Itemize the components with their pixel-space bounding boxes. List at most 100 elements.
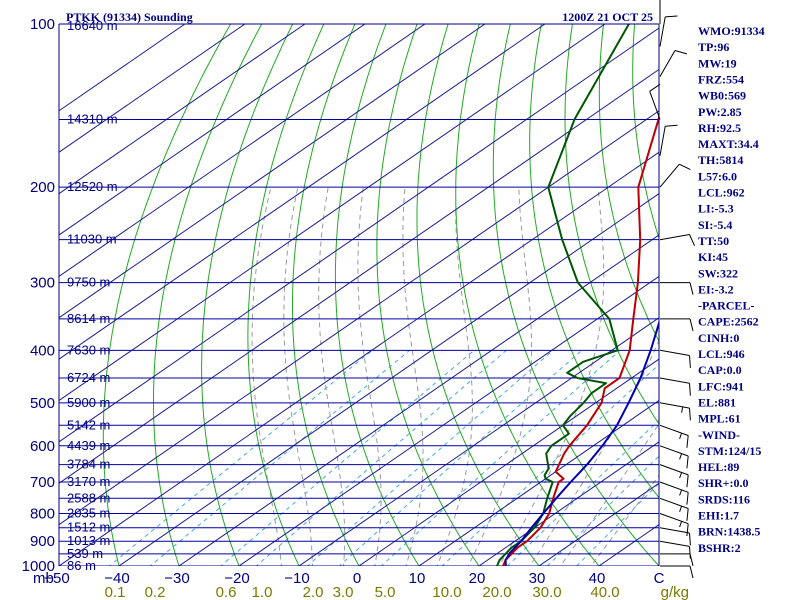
- height-label: 9750 m: [67, 275, 110, 290]
- height-label: 539 m: [67, 546, 103, 561]
- wind-barb: [660, 282, 694, 295]
- wind-barb: [659, 540, 691, 559]
- index-item: SHR+:0.0: [698, 476, 749, 490]
- index-item: CINH:0: [698, 331, 739, 345]
- temperature-tick-label: 10: [409, 570, 426, 587]
- isotherm-line: [59, 24, 306, 195]
- mixing-ratio-label: 0.1: [105, 584, 126, 600]
- index-item: MPL:61: [698, 412, 741, 426]
- isotherm-line: [59, 24, 426, 277]
- wind-barb: [659, 527, 691, 546]
- height-label: 16640 m: [67, 18, 118, 33]
- index-item: EHI:1.7: [698, 509, 739, 523]
- wind-barb: [659, 234, 696, 247]
- mixing-ratio-line: [546, 455, 659, 566]
- index-item: TH:5814: [698, 153, 743, 167]
- dry-adiabat-line: [598, 24, 659, 343]
- index-item: LFC:941: [698, 379, 744, 393]
- index-item: WMO:91334: [698, 24, 765, 38]
- pressure-tick-label: 400: [30, 342, 55, 359]
- index-item: STM:124/15: [698, 444, 761, 458]
- mixing-ratio-line: [306, 349, 554, 566]
- index-item: TT:50: [698, 234, 729, 248]
- mixing-ratio-line: [149, 349, 411, 566]
- isotherm-line: [358, 358, 659, 566]
- isotherm-line: [478, 441, 659, 566]
- isotherm-line: [59, 24, 486, 319]
- height-label: 5142 m: [67, 417, 110, 432]
- indices-panel: WMO:91334 TP:96 MW:19 FRZ:554 WB0:569 PW:2.85…: [698, 24, 765, 555]
- mixing-ratio-label: 5.0: [375, 584, 396, 600]
- temperature-tick-label: −50: [44, 570, 69, 587]
- isotherm-line: [538, 482, 659, 566]
- pressure-tick-label: 600: [30, 438, 55, 455]
- index-item: KI:45: [698, 250, 728, 264]
- pressure-tick-label: 500: [30, 395, 55, 412]
- index-item: LCL:946: [698, 347, 745, 361]
- mixing-ratio-unit: g/kg: [661, 584, 689, 600]
- isotherm-line: [59, 24, 246, 153]
- mixing-ratio-label: 30.0: [532, 584, 561, 600]
- mixing-ratio-label: 20.0: [482, 584, 511, 600]
- height-label: 11030 m: [67, 232, 117, 247]
- index-item: FRZ:554: [698, 72, 744, 86]
- height-label: 12520 m: [67, 179, 118, 194]
- isotherm-line: [59, 110, 659, 526]
- profile-lines: [496, 24, 659, 566]
- height-label: 4439 m: [67, 438, 110, 453]
- temperature-tick-label: 20: [469, 570, 486, 587]
- mixing-ratio-line: [338, 349, 583, 566]
- index-item: WB0:569: [698, 89, 746, 103]
- wind-barb: [659, 497, 689, 521]
- dry-adiabat-line: [201, 24, 294, 566]
- dry-adiabat-line: [153, 24, 263, 566]
- wind-barbs: [649, 0, 696, 579]
- pressure-tick-label: 800: [30, 505, 55, 522]
- temperature-tick-label: 30: [529, 570, 546, 587]
- height-label: 8614 m: [67, 311, 110, 326]
- moist-adiabat-line: [529, 339, 659, 566]
- height-label: 1013 m: [67, 533, 110, 548]
- temperature-tick-label: 40: [589, 570, 606, 587]
- wind-barb: [659, 0, 661, 24]
- index-item: LI:-5.3: [698, 202, 734, 216]
- index-item: MAXT:34.4: [698, 137, 759, 151]
- height-label: 5900 m: [67, 395, 110, 410]
- index-item: EI:-3.2: [698, 282, 734, 296]
- temperature-line: [502, 113, 659, 566]
- isotherm-line: [418, 399, 659, 566]
- mixing-ratio-label: 0.2: [145, 584, 166, 600]
- isotherm-line: [59, 24, 606, 402]
- index-item: CAP:0.0: [698, 363, 742, 377]
- dry-adiabat-line: [376, 24, 480, 566]
- height-label: 2588 m: [67, 490, 110, 505]
- index-item: -WIND-: [698, 428, 740, 442]
- height-label: 14310 m: [67, 111, 118, 126]
- isotherm-line: [59, 27, 659, 443]
- index-item: BRN:1438.5: [698, 525, 760, 539]
- isotherm-line: [59, 24, 546, 360]
- x-axis-unit: C: [654, 570, 665, 587]
- mixing-ratio-line: [255, 349, 507, 566]
- dewpoint-line: [496, 24, 630, 566]
- height-label: 7630 m: [67, 342, 110, 357]
- mixing-ratio-line: [506, 419, 659, 566]
- index-item: BSHR:2: [698, 541, 741, 555]
- index-item: SI:-5.4: [698, 218, 732, 232]
- index-item: SW:322: [698, 266, 738, 280]
- mixing-ratio-label: 1.0: [252, 584, 273, 600]
- dry-adiabat-line: [247, 24, 325, 566]
- temperature-tick-label: −10: [284, 570, 309, 587]
- pressure-tick-label: 1000: [22, 558, 55, 575]
- temperature-tick-label: −40: [104, 570, 129, 587]
- index-item: LCL:962: [698, 186, 745, 200]
- isotherm-line: [238, 275, 659, 566]
- mixing-ratio-label: 40.0: [590, 584, 619, 600]
- pressure-tick-label: 100: [30, 16, 55, 33]
- height-label: 6724 m: [67, 370, 110, 385]
- pressure-tick-label: 200: [30, 179, 55, 196]
- chart-title: PTKK (91334) Sounding: [66, 10, 193, 24]
- chart-datetime: 1200Z 21 OCT 25: [562, 10, 653, 24]
- dry-adiabat-line: [102, 24, 232, 566]
